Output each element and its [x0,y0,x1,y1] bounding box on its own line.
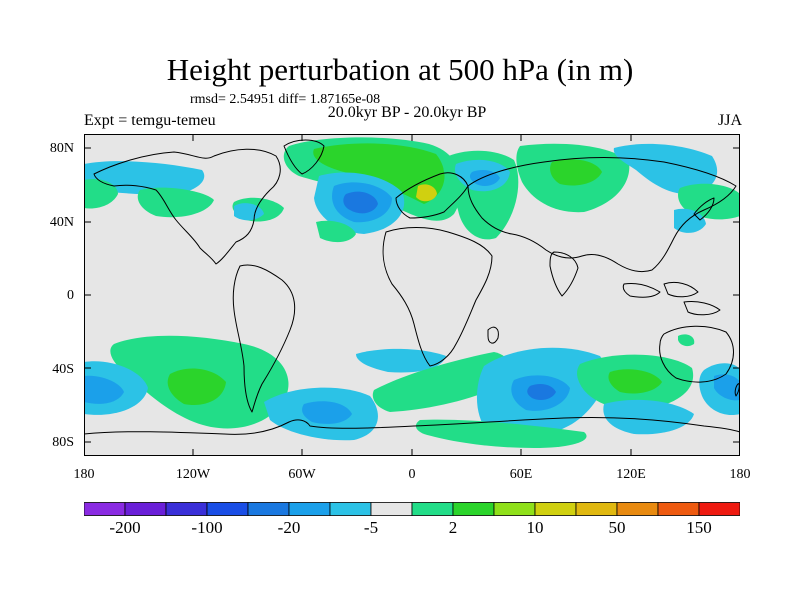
period-label: 20.0kyr BP - 20.0kyr BP [327,104,487,121]
colorbar-label: -5 [363,518,379,537]
anomaly-positive-region [550,159,602,186]
anomaly-positive-region [84,178,118,209]
anomaly-positive-region [415,419,587,448]
lon-tick-label: 180 [729,467,751,482]
anomaly-positive-region [678,334,695,347]
lat-tick-label: 80N [49,141,74,156]
colorbar-box [493,502,536,516]
colorbar-label: -20 [277,518,301,537]
colorbar-label: 150 [686,518,712,537]
colorbar-box [657,502,700,516]
lon-tick-label: 120E [616,467,646,482]
lon-tick-label: 60E [509,467,533,482]
colorbar-box [370,502,413,516]
colorbar-box [288,502,331,516]
anomaly-positive-region [316,220,356,243]
colorbar-box [411,502,454,516]
anomaly-positive-region [313,143,445,204]
colorbar-label: 2 [448,518,458,537]
lat-tick-label: 40S [52,362,74,377]
anomaly-positive-region [608,369,662,394]
lon-tick-label: 120W [175,467,211,482]
colorbar-box [698,502,740,516]
stats-line: rmsd= 2.54951 diff= 1.87165e-08 [190,92,381,107]
colorbar [84,502,740,516]
lat-tick-label: 80S [52,435,74,450]
colorbar-box [206,502,249,516]
anomaly-negative-region [613,143,718,195]
anomaly-positive-region [137,187,214,218]
anomaly-negative-region [527,384,556,400]
anomaly-positive-region [372,352,510,412]
season-label: JJA [717,112,742,129]
anomaly-negative-region [343,191,378,214]
map-ticks [84,134,740,456]
figure-title: Height perturbation at 500 hPa (in m) [166,52,634,87]
anomaly-negative-region [714,374,740,401]
coastlines [84,139,740,435]
anomaly-positive-region [416,184,437,202]
anomaly-positive-region [678,183,740,220]
colorbar-box [165,502,208,516]
lat-tick-label: 0 [67,288,74,303]
colorbar-box [452,502,495,516]
colorbar-box [575,502,618,516]
anomaly-negative-region [302,401,352,424]
colorbar-box [329,502,372,516]
colorbar-label: -200 [109,518,141,537]
colorbar-label: -100 [191,518,223,537]
colorbar-box [124,502,167,516]
colorbar-box [84,502,126,516]
map-panel [84,134,740,456]
lon-tick-label: 0 [408,467,416,482]
colorbar-label: 10 [526,518,544,537]
lon-tick-label: 180 [73,467,95,482]
lon-tick-label: 60W [288,467,316,482]
lat-tick-label: 40N [49,215,74,230]
colorbar-label: 50 [608,518,626,537]
experiment-label: Expt = temgu-temeu [84,112,216,129]
anomaly-negative-region [674,208,706,233]
colorbar-box [247,502,290,516]
anomaly-positive-region [167,368,226,406]
colorbar-box [534,502,577,516]
colorbar-box [616,502,659,516]
anomaly-negative-region [84,375,124,404]
anomaly-negative-region [603,399,694,435]
